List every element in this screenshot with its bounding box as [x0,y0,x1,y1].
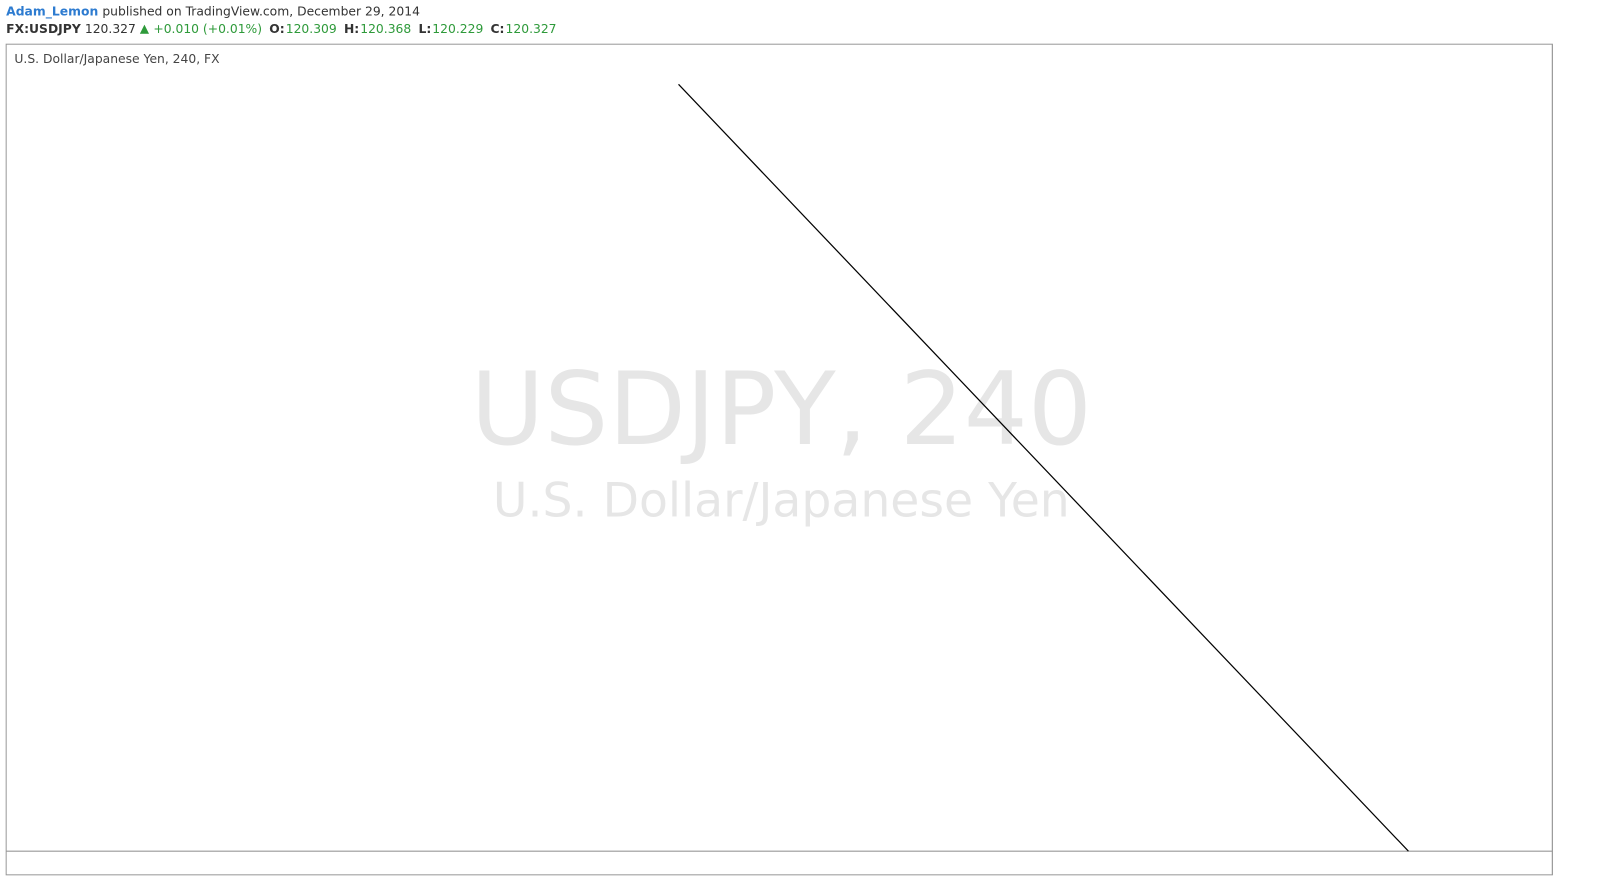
ohlc-label: H: [343,21,360,36]
watermark-subtitle: U.S. Dollar/Japanese Yen [493,474,1070,529]
last-price: 120.327 [84,21,136,36]
ohlc-label: L: [418,21,432,36]
published: published on TradingView.com, December 2… [102,4,420,19]
watermark: USDJPY, 240 [471,350,1092,468]
trend-line [678,83,1409,852]
author[interactable]: Adam_Lemon [6,4,99,19]
ohlc-label: C: [490,21,505,36]
quote-line: FX:USDJPY 120.327 +0.010 (+0.01%) O: 120.… [6,21,556,38]
symbol: FX:USDJPY [6,21,81,36]
ohlc-value: 120.309 [285,21,337,36]
ohlc-value: 120.368 [360,21,412,36]
ohlc-label: O: [269,21,285,36]
change: +0.010 (+0.01%) [153,21,263,36]
up-arrow [139,24,150,34]
header: Adam_Lemon published on TradingView.com,… [6,3,556,38]
publish-line: Adam_Lemon published on TradingView.com,… [6,3,556,20]
chart-title: U.S. Dollar/Japanese Yen, 240, FX [14,52,220,66]
ohlc-value: 120.229 [432,21,484,36]
ohlc-value: 120.327 [505,21,557,36]
